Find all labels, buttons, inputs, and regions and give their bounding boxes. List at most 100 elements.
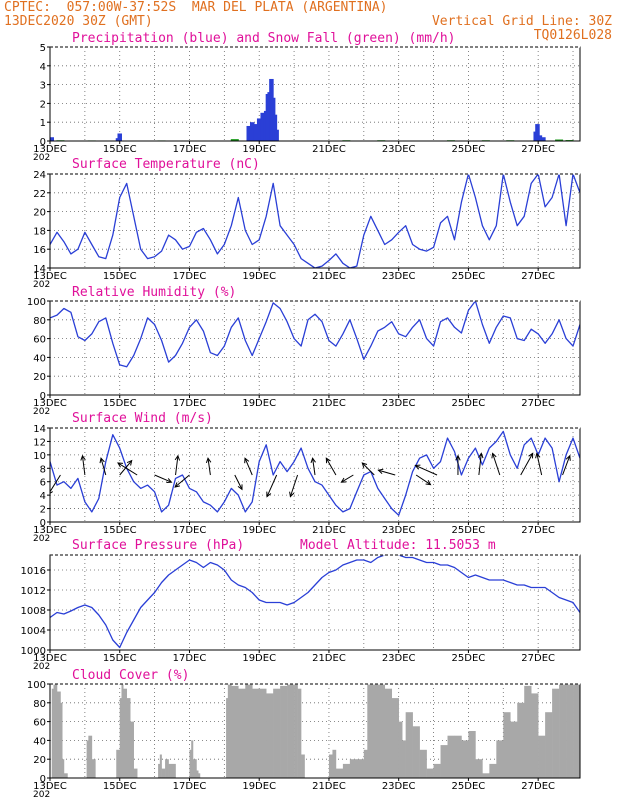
- cloud-bar: [192, 759, 197, 778]
- x-tick-label: 27DEC: [521, 144, 555, 155]
- cloud-bar: [377, 684, 386, 778]
- x-tick-label: 27DEC: [521, 653, 555, 664]
- wind-vector-head: [50, 491, 53, 494]
- x-tick-label: 13DEC: [33, 271, 67, 282]
- x-year-label: 202: [33, 662, 50, 672]
- cloud-bar: [297, 688, 302, 778]
- cloud-bar: [482, 773, 490, 778]
- cloud-bar: [86, 740, 89, 778]
- cloud-bar: [342, 763, 351, 778]
- cloud-bar: [161, 768, 166, 778]
- y-tick-label: 80: [33, 699, 46, 710]
- cloud-bar: [405, 712, 413, 778]
- cloud-bar: [384, 688, 393, 778]
- cloud-bar: [294, 684, 298, 778]
- wind-vector: [175, 455, 179, 476]
- x-tick-label: 17DEC: [173, 271, 207, 282]
- header-run-time: 13DEC2020 30Z (GMT): [4, 14, 153, 29]
- cloud-bar: [287, 684, 295, 778]
- cloud-bar: [245, 684, 253, 778]
- y-tick-label: 12: [33, 437, 46, 448]
- wind-vector-head: [126, 459, 133, 466]
- panel-frame: [49, 554, 581, 651]
- header-location: CPTEC: 057:00W-37:52S MAR DEL PLATA (ARG…: [4, 0, 388, 15]
- y-tick-label: 0: [40, 518, 46, 529]
- cloud-bar: [158, 763, 161, 778]
- cloud-bar: [60, 702, 63, 778]
- x-tick-label: 25DEC: [452, 525, 486, 536]
- cloud-bar: [402, 740, 406, 778]
- cloud-bar: [116, 749, 121, 778]
- y-tick-label: 1004: [21, 626, 46, 637]
- x-tick-label: 17DEC: [173, 781, 207, 792]
- precip-bar: [253, 124, 258, 141]
- cloud-bar: [440, 745, 448, 778]
- wind-vector-head: [237, 484, 243, 491]
- plot-area: [51, 684, 580, 778]
- y-tick-label: 20: [33, 208, 46, 219]
- wind-vector-head: [117, 462, 124, 468]
- series-line: [50, 174, 580, 268]
- x-tick-label: 15DEC: [103, 653, 137, 664]
- x-tick-label: 15DEC: [103, 271, 137, 282]
- y-tick-label: 4: [40, 491, 46, 502]
- wind-vector-head: [491, 452, 497, 459]
- wind-vector: [325, 457, 337, 476]
- wind-vector-head: [340, 477, 347, 483]
- y-tick-label: 100: [27, 297, 46, 308]
- x-tick-label: 13DEC: [33, 398, 67, 409]
- y-tick-label: 5: [40, 43, 46, 54]
- cloud-bar: [447, 735, 455, 778]
- y-tick-label: 10: [33, 451, 46, 462]
- x-tick-label: 25DEC: [452, 144, 486, 155]
- cloud-bar: [198, 773, 201, 778]
- cloud-bar: [63, 773, 68, 778]
- x-tick-label: 25DEC: [452, 781, 486, 792]
- cloud-bar: [363, 749, 368, 778]
- cloud-bar: [531, 693, 539, 778]
- cloud-bar: [573, 684, 580, 778]
- wind-vector: [415, 474, 431, 486]
- cloud-bar: [370, 684, 379, 778]
- cloud-bar: [227, 684, 232, 778]
- cloud-bar: [538, 735, 546, 778]
- panel-frame: [49, 173, 581, 269]
- cloud-bar: [53, 684, 58, 778]
- y-tick-label: 14: [33, 424, 46, 435]
- x-year-label: 202: [33, 407, 50, 417]
- precip-bar: [537, 135, 543, 141]
- y-tick-label: 3: [40, 81, 46, 92]
- x-tick-label: 25DEC: [452, 271, 486, 282]
- y-tick-label: 18: [33, 226, 46, 237]
- y-tick-label: 2: [40, 505, 46, 516]
- x-tick-label: 21DEC: [312, 781, 346, 792]
- cloud-bar: [517, 702, 525, 778]
- x-tick-label: 17DEC: [173, 525, 207, 536]
- x-tick-label: 13DEC: [33, 525, 67, 536]
- series-line: [50, 555, 580, 649]
- wind-vector-head: [565, 454, 571, 461]
- y-tick-label: 6: [40, 478, 46, 489]
- cloud-bar: [273, 688, 281, 778]
- cloud-bar: [168, 763, 176, 778]
- precip-bar: [535, 124, 540, 141]
- wind-vector: [478, 453, 482, 476]
- wind-vector: [81, 455, 86, 476]
- precip-bar: [246, 125, 251, 141]
- y-tick-label: 100: [27, 680, 46, 691]
- panel-title: Precipitation (blue) and Snow Fall (gree…: [72, 31, 456, 46]
- cloud-bar: [51, 688, 54, 778]
- precip-bar: [274, 129, 279, 141]
- x-tick-label: 13DEC: [33, 144, 67, 155]
- x-tick-label: 19DEC: [242, 144, 276, 155]
- precip-bar: [50, 137, 54, 141]
- wind-vector: [117, 462, 138, 476]
- cloud-bar: [391, 698, 399, 778]
- cloud-bar: [123, 688, 128, 778]
- cloud-bar: [259, 688, 267, 778]
- x-tick-label: 21DEC: [312, 144, 346, 155]
- x-tick-label: 19DEC: [242, 781, 276, 792]
- x-tick-label: 15DEC: [103, 398, 137, 409]
- cloud-bar: [119, 698, 122, 778]
- precip-bar: [272, 114, 278, 141]
